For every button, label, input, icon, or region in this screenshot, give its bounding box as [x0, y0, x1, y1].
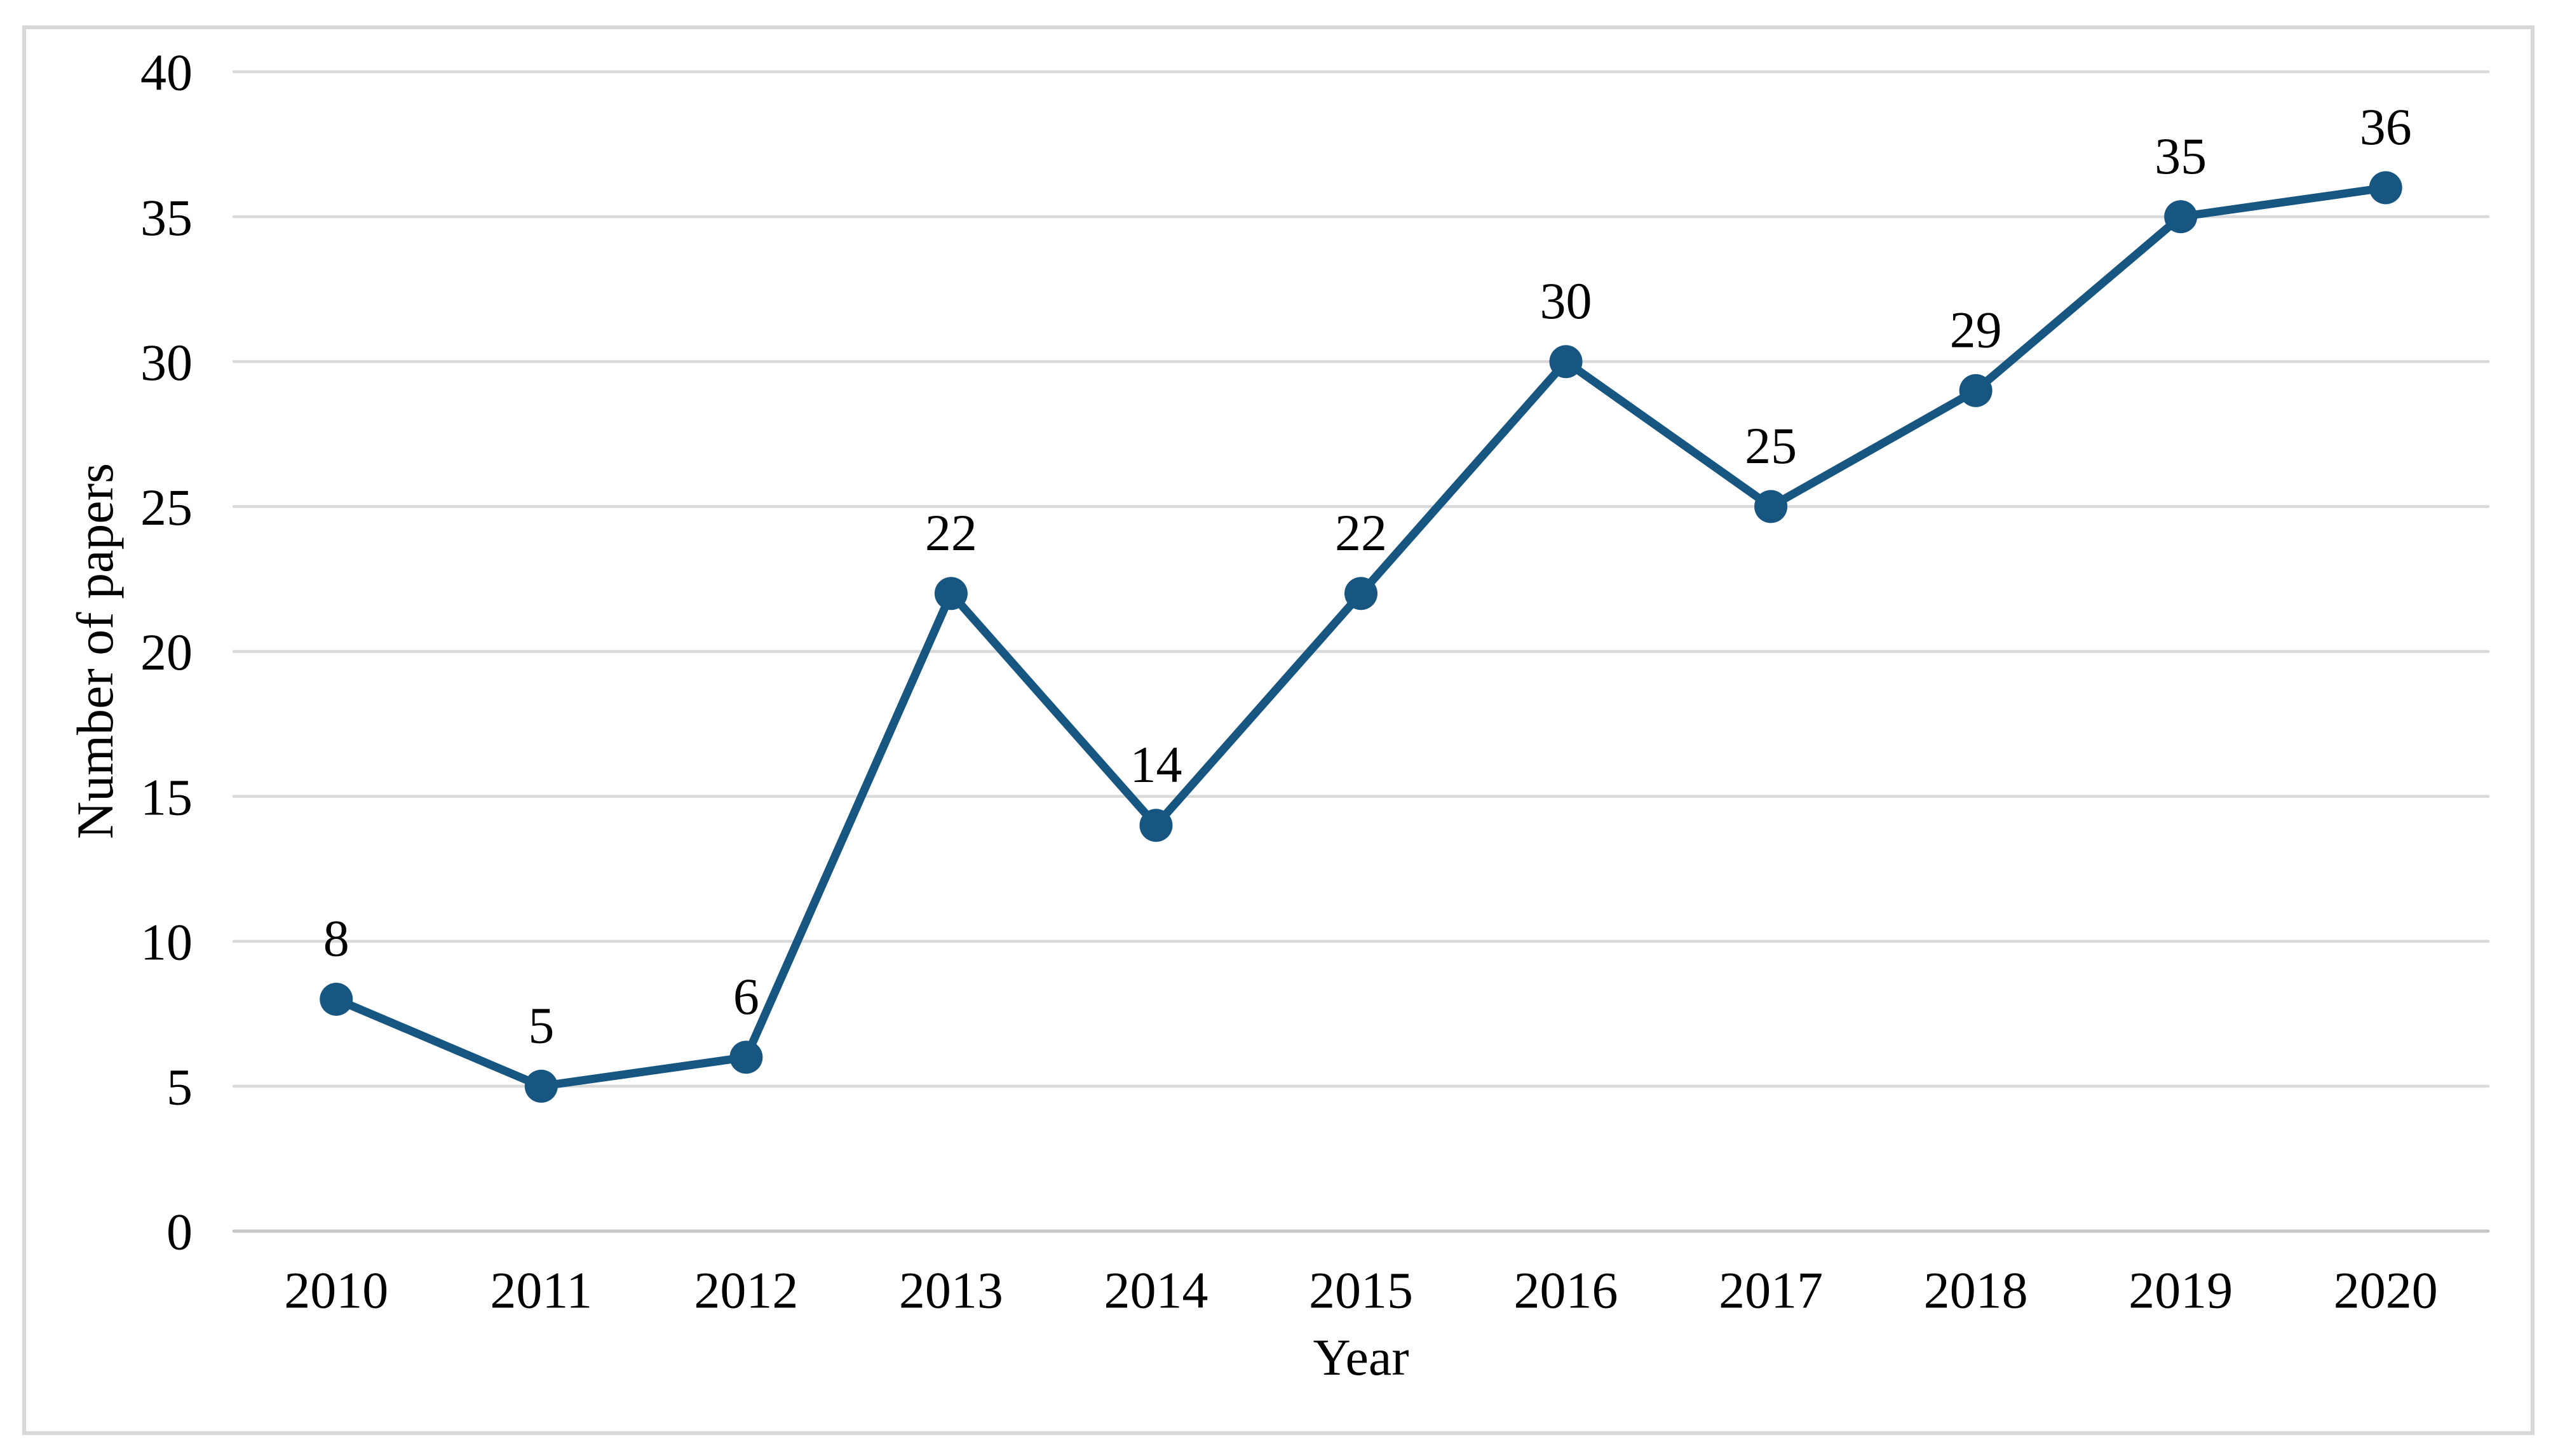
y-axis-tick-labels: 0 5 10 15 20 25 30 35 40: [140, 44, 193, 1261]
x-axis-title: Year: [1313, 1328, 1409, 1386]
data-point-marker: [934, 577, 968, 610]
y-tick-label: 5: [166, 1058, 193, 1116]
x-tick-label: 2016: [1514, 1262, 1618, 1319]
data-point-labels: 8 5 6 22 14 22 30 25 29 35 36: [323, 98, 2412, 1054]
data-point-markers: [320, 171, 2402, 1103]
y-tick-label: 20: [140, 623, 193, 681]
x-tick-label: 2011: [490, 1262, 592, 1319]
data-point-label: 25: [1745, 417, 1797, 475]
gridlines: [232, 70, 2490, 1233]
y-tick-label: 40: [140, 44, 193, 102]
data-point-marker: [1959, 374, 1993, 407]
x-tick-label: 2019: [2128, 1262, 2233, 1319]
data-point-label: 35: [2155, 127, 2207, 185]
data-point-marker: [320, 983, 353, 1016]
data-point-marker: [2164, 200, 2198, 234]
x-tick-label: 2020: [2334, 1262, 2438, 1319]
x-tick-label: 2010: [284, 1262, 388, 1319]
data-point-label: 22: [1335, 504, 1387, 562]
data-point-label: 22: [925, 504, 977, 562]
data-point-label: 6: [733, 967, 759, 1025]
data-point-marker: [1754, 490, 1788, 523]
data-point-label: 14: [1130, 736, 1182, 793]
y-tick-label: 35: [140, 189, 193, 246]
data-point-marker: [1139, 809, 1173, 842]
data-point-marker: [2369, 171, 2402, 205]
x-tick-label: 2014: [1104, 1262, 1208, 1319]
y-tick-label: 25: [140, 478, 193, 536]
data-point-label: 5: [528, 997, 554, 1055]
data-point-label: 36: [2360, 98, 2412, 156]
x-tick-label: 2013: [899, 1262, 1003, 1319]
y-axis-title: Number of papers: [66, 462, 124, 840]
data-point-label: 29: [1950, 301, 2002, 359]
series-line: [332, 184, 2390, 1091]
data-point-label: 30: [1540, 272, 1592, 330]
y-tick-label: 15: [140, 768, 193, 826]
x-tick-label: 2018: [1924, 1262, 2028, 1319]
x-tick-label: 2015: [1309, 1262, 1413, 1319]
data-point-marker: [524, 1069, 558, 1103]
x-axis-tick-labels: 2010 2011 2012 2013 2014 2015 2016 2017 2018 2019…: [284, 1262, 2437, 1319]
data-point-marker: [1344, 577, 1377, 610]
x-tick-label: 2012: [694, 1262, 798, 1319]
y-tick-label: 30: [140, 334, 193, 391]
data-point-marker: [729, 1041, 763, 1074]
data-point-label: 8: [323, 910, 349, 967]
y-tick-label: 0: [166, 1203, 193, 1261]
x-tick-label: 2017: [1719, 1262, 1823, 1319]
y-tick-label: 10: [140, 913, 193, 971]
data-point-marker: [1549, 345, 1583, 379]
